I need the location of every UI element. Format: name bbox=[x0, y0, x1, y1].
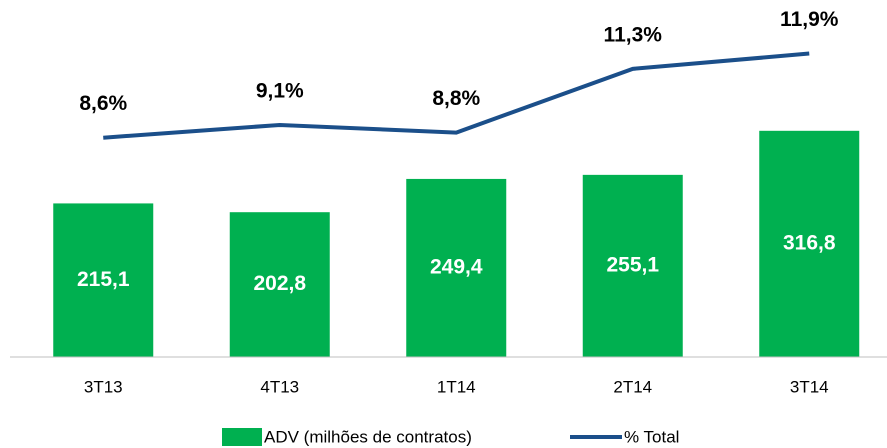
x-tick-label: 3T13 bbox=[84, 377, 123, 396]
bar bbox=[759, 130, 860, 357]
legend-label: % Total bbox=[624, 427, 679, 446]
line-value-label: 8,6% bbox=[79, 92, 127, 115]
line-value-label: 11,3% bbox=[604, 23, 663, 46]
line bbox=[103, 51, 810, 140]
bar bbox=[229, 212, 330, 357]
legend-label: ADV (milhões de contratos) bbox=[264, 427, 472, 446]
legend-swatch bbox=[222, 428, 262, 446]
x-tick-label: 4T13 bbox=[260, 377, 299, 396]
bar-value-label: 215,1 bbox=[77, 268, 130, 291]
line-value-label: 8,8% bbox=[432, 87, 480, 110]
bar bbox=[582, 174, 683, 357]
bar bbox=[406, 178, 507, 357]
bar bbox=[53, 203, 154, 357]
x-tick-label: 2T14 bbox=[613, 377, 652, 396]
bar-value-label: 255,1 bbox=[606, 253, 659, 276]
bar-value-label: 249,4 bbox=[430, 256, 483, 279]
bar-value-label: 202,8 bbox=[253, 272, 306, 295]
x-tick-label: 3T14 bbox=[790, 377, 829, 396]
line-value-label: 11,9% bbox=[780, 8, 839, 31]
line-value-label: 9,1% bbox=[256, 79, 304, 102]
x-tick-label: 1T14 bbox=[437, 377, 476, 396]
bar-value-label: 316,8 bbox=[783, 231, 836, 254]
